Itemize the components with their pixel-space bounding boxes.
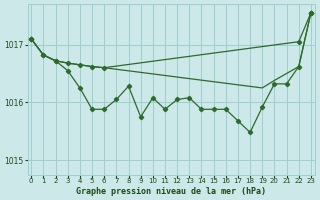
X-axis label: Graphe pression niveau de la mer (hPa): Graphe pression niveau de la mer (hPa): [76, 187, 266, 196]
